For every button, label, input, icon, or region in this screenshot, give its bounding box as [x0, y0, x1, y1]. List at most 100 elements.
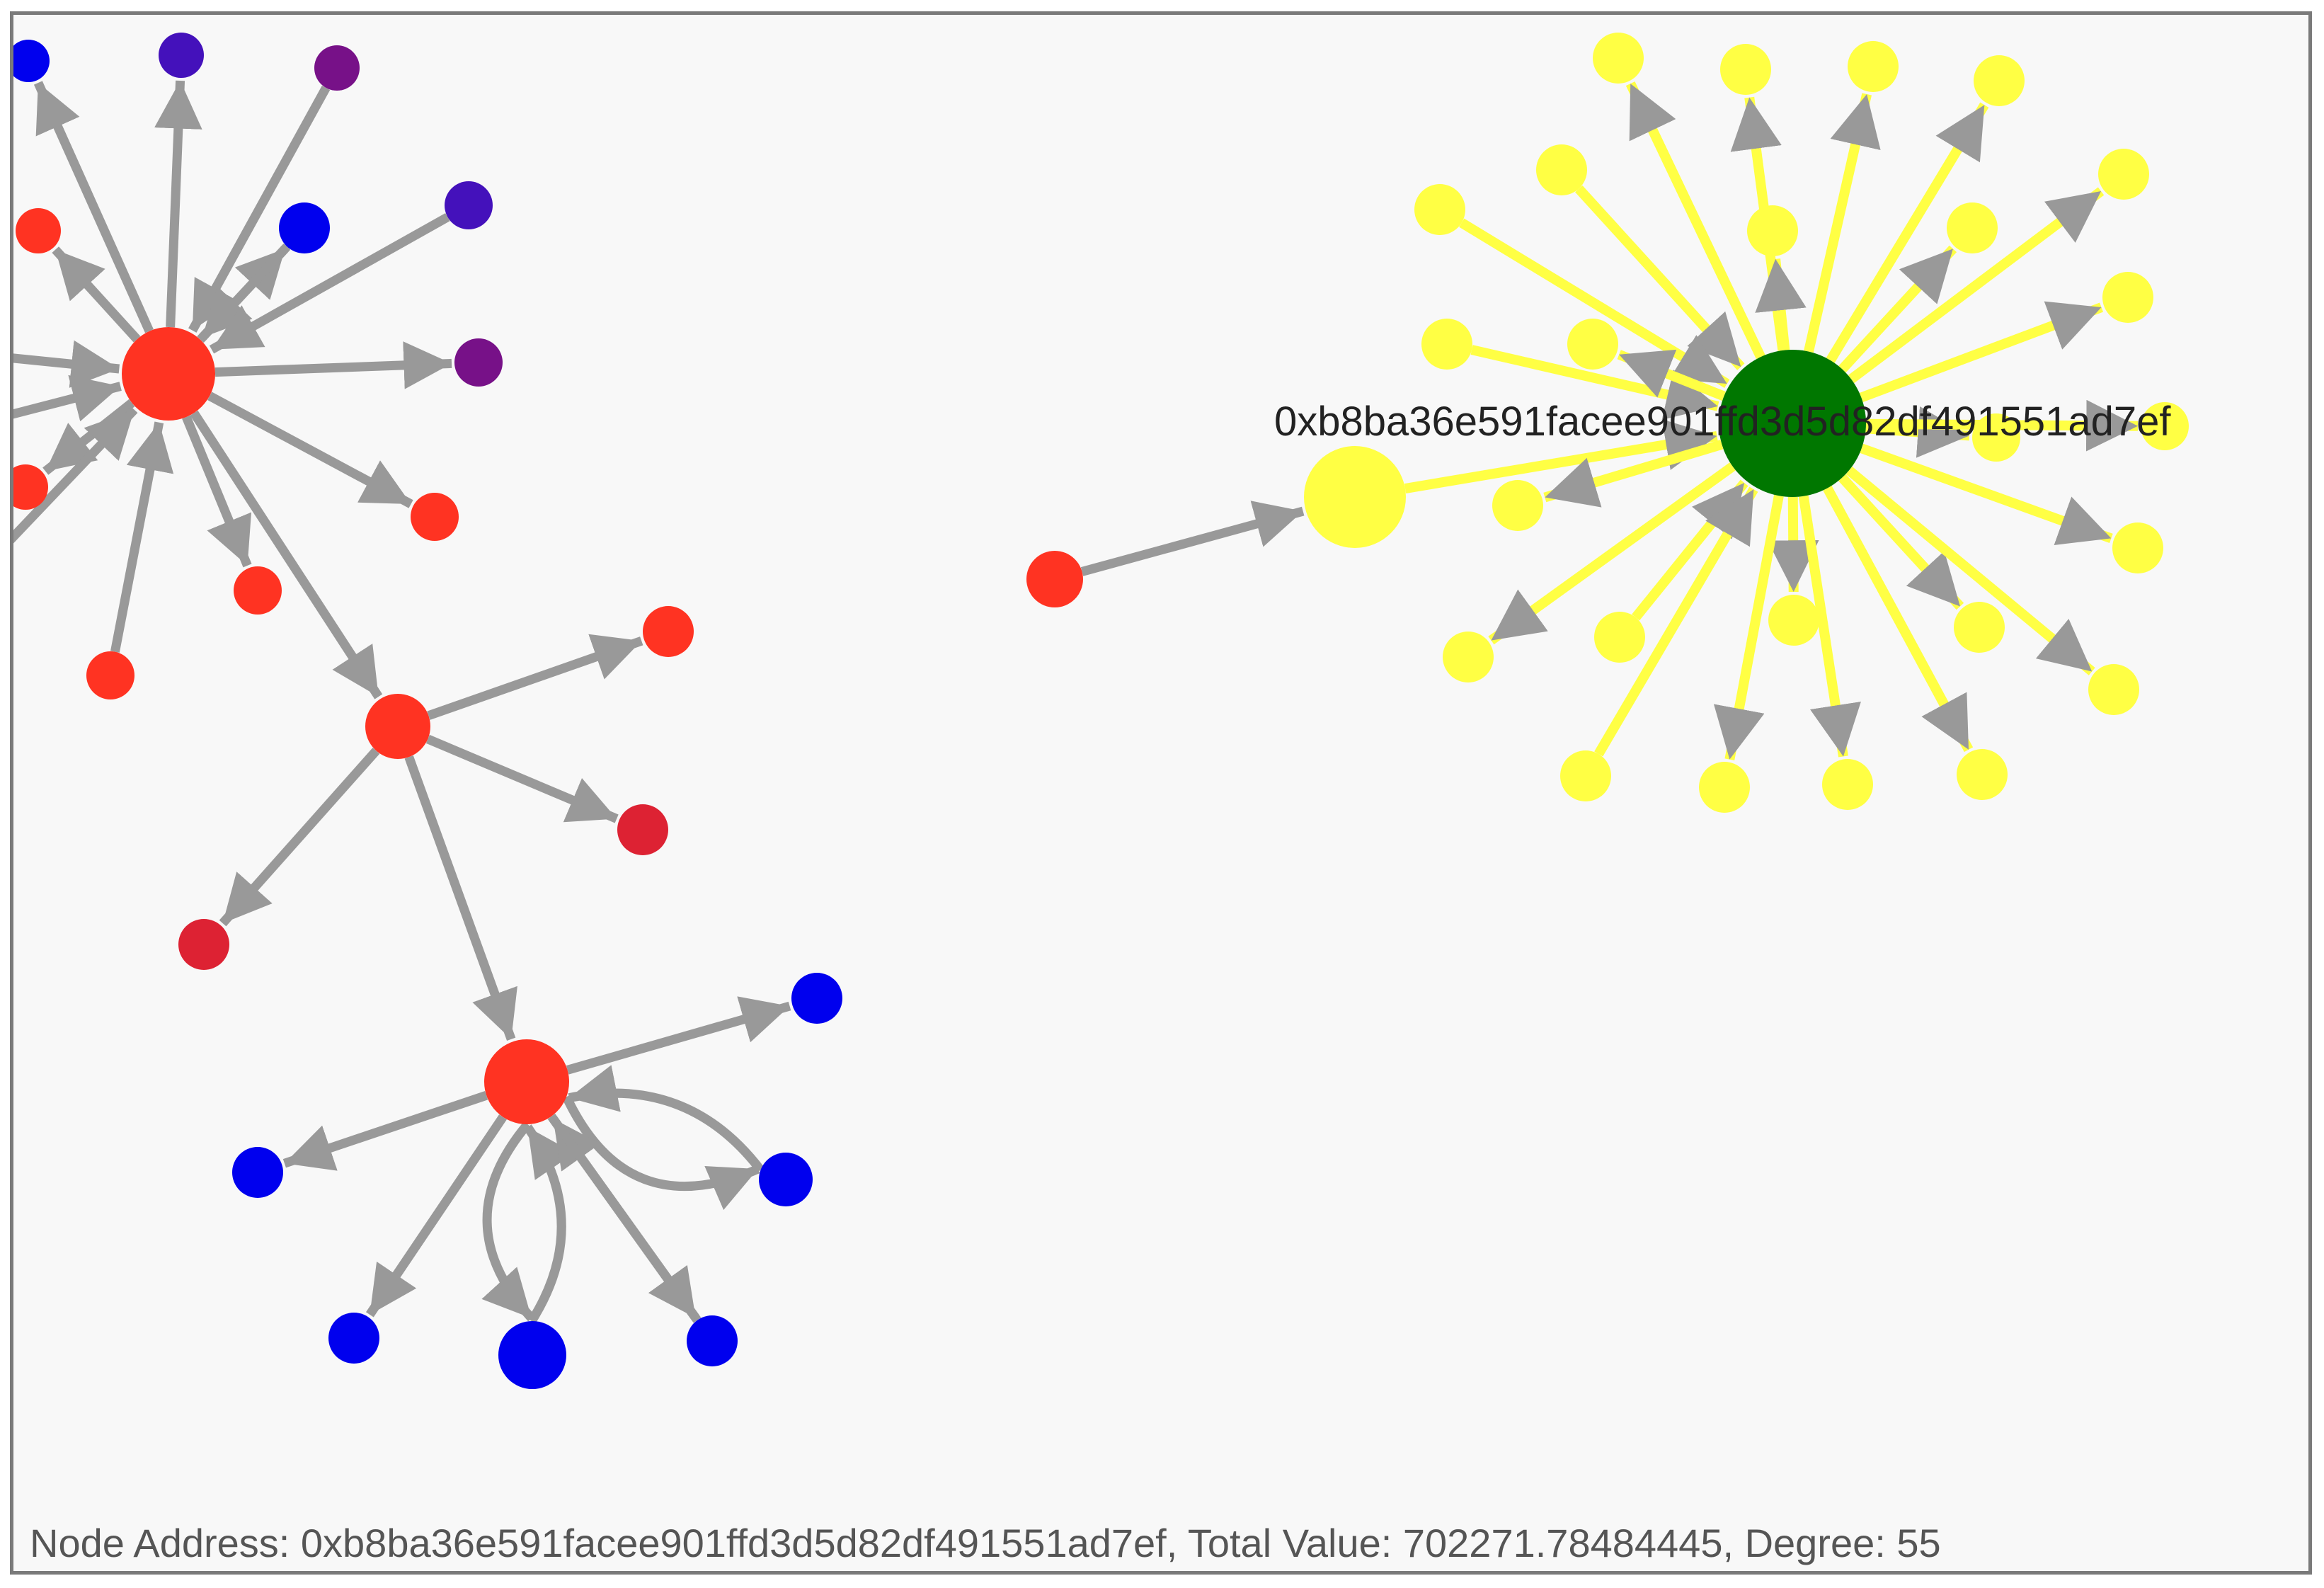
- graph-edge: [1617, 349, 1726, 401]
- graph-edge: [1755, 258, 1807, 351]
- graph-edge: [1845, 466, 2095, 675]
- graph-node[interactable]: [643, 606, 694, 657]
- graph-edge: [182, 415, 252, 568]
- selected-node-label: 0xb8ba36e591facee901ffd3d5d82df491551ad7…: [1274, 399, 2171, 445]
- graph-node[interactable]: [617, 804, 668, 855]
- graph-node[interactable]: [1414, 184, 1465, 235]
- graph-edge: [1838, 245, 1957, 373]
- graph-node[interactable]: [1593, 33, 1644, 84]
- selected-node[interactable]: [1719, 350, 1866, 497]
- graph-edge: [13, 375, 122, 422]
- graph-edge: [1798, 495, 1861, 758]
- graph-edge: [1804, 93, 1881, 353]
- graph-edge: [207, 392, 413, 508]
- graph-node[interactable]: [1443, 632, 1494, 682]
- graph-edge: [282, 1090, 488, 1171]
- graph-node[interactable]: [1560, 750, 1611, 801]
- graph-node[interactable]: [86, 651, 134, 699]
- nodes-layer: [3, 33, 2189, 1389]
- graph-node[interactable]: [1492, 480, 1543, 531]
- graph-edge: [1594, 486, 1758, 757]
- graph-edge: [404, 755, 517, 1041]
- graph-node[interactable]: [498, 1321, 566, 1389]
- graph-node[interactable]: [279, 202, 330, 253]
- graph-edge: [214, 341, 452, 389]
- graph-node[interactable]: [2102, 272, 2153, 323]
- graph-node[interactable]: [759, 1153, 813, 1206]
- graph-edge: [219, 748, 380, 927]
- graph-node[interactable]: [1972, 413, 2020, 462]
- graph-node[interactable]: [234, 566, 282, 615]
- node-info-status: Node Address: 0xb8ba36e591facee901ffd3d5…: [30, 1521, 1941, 1565]
- graph-edge: [190, 410, 383, 699]
- graph-node[interactable]: [2098, 149, 2149, 200]
- graph-node[interactable]: [1848, 41, 1899, 92]
- graph-edge: [427, 634, 643, 720]
- graph-node[interactable]: [411, 493, 459, 541]
- graph-node[interactable]: [484, 1039, 569, 1124]
- graph-edge: [1470, 345, 1719, 421]
- graph-node[interactable]: [1536, 144, 1587, 195]
- graph-edge: [13, 406, 138, 544]
- graph-node[interactable]: [1699, 762, 1750, 813]
- graph-edge: [1713, 494, 1784, 760]
- graph-edge: [110, 421, 174, 653]
- graph-edge: [1543, 440, 1724, 508]
- graph-edge: [547, 1114, 700, 1321]
- graph-node[interactable]: [454, 338, 503, 387]
- graph-node[interactable]: [1304, 446, 1406, 548]
- graph-node[interactable]: [365, 694, 430, 759]
- graph-node[interactable]: [314, 45, 360, 91]
- graph-node[interactable]: [791, 973, 842, 1024]
- graph-edge: [1859, 301, 2104, 402]
- graph-edge: [154, 80, 202, 328]
- graph-node[interactable]: [178, 919, 229, 970]
- graph-node[interactable]: [159, 33, 204, 78]
- graph-node[interactable]: [2088, 664, 2139, 715]
- graph-node[interactable]: [445, 181, 493, 229]
- graph-node[interactable]: [2141, 402, 2189, 450]
- graph-node[interactable]: [328, 1313, 379, 1364]
- graph-node[interactable]: [687, 1315, 738, 1366]
- graph-node[interactable]: [1768, 595, 1819, 646]
- graph-edge: [1838, 474, 1964, 610]
- graph-edge: [1865, 406, 1970, 458]
- graph-edge: [209, 212, 450, 354]
- graph-node[interactable]: [1947, 202, 1998, 253]
- graph-node[interactable]: [1954, 602, 2005, 653]
- edges-layer: [13, 80, 2139, 1324]
- graph-edge: [365, 1114, 507, 1318]
- graph-edge: [33, 81, 154, 333]
- graph-node[interactable]: [1567, 319, 1618, 370]
- graph-node[interactable]: [1421, 319, 1472, 370]
- graph-node[interactable]: [2112, 522, 2163, 573]
- graph-edge: [523, 1124, 575, 1324]
- graph-node[interactable]: [1720, 44, 1771, 95]
- graph-node[interactable]: [1957, 749, 2008, 800]
- graph-node[interactable]: [1594, 612, 1645, 663]
- graph-edge: [1767, 496, 1819, 593]
- graph-edge: [1826, 102, 1989, 363]
- graph-edge: [568, 1065, 765, 1173]
- graph-node[interactable]: [7, 40, 50, 82]
- graph-node[interactable]: [1747, 205, 1798, 256]
- graph-edge: [52, 246, 141, 343]
- graph-node[interactable]: [3, 464, 48, 510]
- graph-node[interactable]: [1822, 759, 1873, 810]
- graph-edge: [1459, 218, 1730, 388]
- graph-edge: [1860, 443, 2113, 545]
- graph-edge: [1625, 81, 1765, 360]
- graph-edge: [481, 1121, 535, 1322]
- graph-edge: [425, 734, 619, 823]
- graph-edge: [1080, 501, 1305, 576]
- graph-node[interactable]: [232, 1147, 283, 1198]
- graph-edge: [566, 996, 791, 1075]
- graph-edge: [1848, 187, 2105, 384]
- graph-node[interactable]: [122, 327, 215, 421]
- graph-node[interactable]: [16, 208, 61, 253]
- graph-edge: [13, 340, 120, 388]
- graph-node[interactable]: [1026, 551, 1083, 607]
- graph-edge: [1823, 486, 1974, 753]
- graph-node[interactable]: [1974, 55, 2025, 106]
